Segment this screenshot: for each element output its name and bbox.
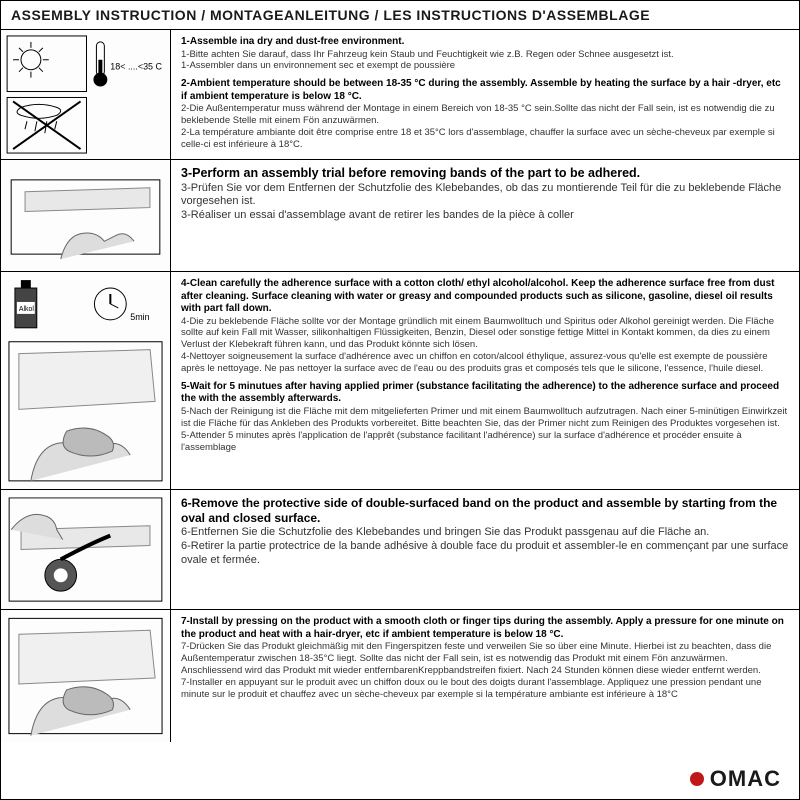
- illustration-remove-tape: [1, 490, 171, 609]
- step-4-en: 4-Clean carefully the adherence surface …: [181, 278, 789, 316]
- brand-footer: OMAC: [1, 759, 799, 799]
- step-1-fr: 1-Assembler dans un environnement sec et…: [181, 60, 789, 72]
- instruction-text-5: 7-Install by pressing on the product wit…: [171, 610, 799, 742]
- illustration-clean-primer: Alkol 5min: [1, 272, 171, 489]
- step-2-de: 2-Die Außentemperatur muss während der M…: [181, 103, 789, 127]
- bottle-label: Alkol: [19, 306, 34, 313]
- instruction-rows: 18< ....<35 C 1-Assemble ina dry and dus…: [1, 30, 799, 759]
- brand-logo: OMAC: [710, 766, 781, 792]
- temp-range-label: 18< ....<35 C: [110, 62, 162, 72]
- instruction-row-1: 18< ....<35 C 1-Assemble ina dry and dus…: [1, 30, 799, 160]
- step-7-de: 7-Drücken Sie das Produkt gleichmäßig mi…: [181, 641, 789, 677]
- step-6-en: 6-Remove the protective side of double-s…: [181, 496, 789, 526]
- instruction-text-2: 3-Perform an assembly trial before remov…: [171, 160, 799, 271]
- step-4-fr: 4-Nettoyer soigneusement la surface d'ad…: [181, 351, 789, 375]
- instruction-text-3: 4-Clean carefully the adherence surface …: [171, 272, 799, 489]
- step-1-en: 1-Assemble ina dry and dust-free environ…: [181, 36, 789, 49]
- step-4-de: 4-Die zu beklebende Fläche sollte vor de…: [181, 316, 789, 352]
- illustration-environment: 18< ....<35 C: [1, 30, 171, 159]
- step-6-de: 6-Entfernen Sie die Schutzfolie des Kleb…: [181, 526, 789, 540]
- step-3-en: 3-Perform an assembly trial before remov…: [181, 166, 789, 182]
- step-6-fr: 6-Retirer la partie protectrice de la ba…: [181, 540, 789, 568]
- instruction-row-5: 7-Install by pressing on the product wit…: [1, 610, 799, 742]
- step-3-fr: 3-Réaliser un essai d'assemblage avant d…: [181, 209, 789, 223]
- step-5-fr: 5-Attender 5 minutes après l'application…: [181, 430, 789, 454]
- wait-label: 5min: [130, 312, 149, 322]
- instruction-row-3: Alkol 5min 4-Clean carefully the adher: [1, 272, 799, 490]
- page-title: ASSEMBLY INSTRUCTION / MONTAGEANLEITUNG …: [1, 1, 799, 30]
- assembly-instruction-sheet: ASSEMBLY INSTRUCTION / MONTAGEANLEITUNG …: [0, 0, 800, 800]
- step-3-de: 3-Prüfen Sie vor dem Entfernen der Schut…: [181, 182, 789, 210]
- brand-dot-icon: [690, 772, 704, 786]
- instruction-text-1: 1-Assemble ina dry and dust-free environ…: [171, 30, 799, 159]
- instruction-row-4: 6-Remove the protective side of double-s…: [1, 490, 799, 610]
- step-1-de: 1-Bitte achten Sie darauf, dass Ihr Fahr…: [181, 49, 789, 61]
- step-2-en: 2-Ambient temperature should be between …: [181, 78, 789, 103]
- instruction-row-2: 3-Perform an assembly trial before remov…: [1, 160, 799, 272]
- illustration-trial-fit: [1, 160, 171, 271]
- step-5-en: 5-Wait for 5 minutues after having appli…: [181, 381, 789, 406]
- step-7-fr: 7-Installer en appuyant sur le produit a…: [181, 677, 789, 701]
- illustration-press: [1, 610, 171, 742]
- instruction-text-4: 6-Remove the protective side of double-s…: [171, 490, 799, 609]
- step-5-de: 5-Nach der Reinigung ist die Fläche mit …: [181, 406, 789, 430]
- step-7-en: 7-Install by pressing on the product wit…: [181, 616, 789, 641]
- step-2-fr: 2-La température ambiante doit être comp…: [181, 127, 789, 151]
